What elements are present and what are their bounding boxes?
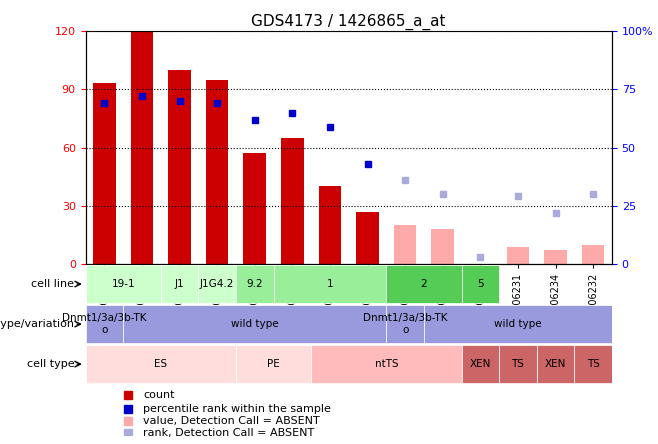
FancyBboxPatch shape — [499, 345, 537, 383]
FancyBboxPatch shape — [198, 265, 236, 303]
Title: GDS4173 / 1426865_a_at: GDS4173 / 1426865_a_at — [251, 13, 446, 30]
Bar — [394, 225, 417, 264]
Text: TS: TS — [511, 359, 524, 369]
Text: Dnmt1/3a/3b-TK
o: Dnmt1/3a/3b-TK o — [62, 313, 147, 335]
FancyBboxPatch shape — [574, 345, 612, 383]
Text: wild type: wild type — [231, 319, 278, 329]
FancyBboxPatch shape — [274, 265, 386, 303]
Text: 19-1: 19-1 — [111, 279, 135, 289]
Bar — [544, 250, 567, 264]
Text: cell type: cell type — [26, 359, 74, 369]
Text: value, Detection Call = ABSENT: value, Detection Call = ABSENT — [143, 416, 320, 426]
Text: 1: 1 — [326, 279, 333, 289]
Text: percentile rank within the sample: percentile rank within the sample — [143, 404, 332, 414]
Bar — [131, 31, 153, 264]
Text: TS: TS — [587, 359, 599, 369]
Text: XEN: XEN — [470, 359, 491, 369]
FancyBboxPatch shape — [86, 305, 123, 343]
Text: ntTS: ntTS — [374, 359, 398, 369]
Text: Dnmt1/3a/3b-TK
o: Dnmt1/3a/3b-TK o — [363, 313, 447, 335]
FancyBboxPatch shape — [461, 265, 499, 303]
FancyBboxPatch shape — [86, 265, 161, 303]
Bar — [168, 70, 191, 264]
Bar — [507, 246, 529, 264]
Text: PE: PE — [267, 359, 280, 369]
Text: genotype/variation: genotype/variation — [0, 319, 74, 329]
Text: 9.2: 9.2 — [247, 279, 263, 289]
Bar — [243, 153, 266, 264]
FancyBboxPatch shape — [236, 345, 311, 383]
Text: J1G4.2: J1G4.2 — [200, 279, 234, 289]
FancyBboxPatch shape — [86, 345, 236, 383]
FancyBboxPatch shape — [386, 265, 461, 303]
Text: J1: J1 — [175, 279, 184, 289]
FancyBboxPatch shape — [537, 345, 574, 383]
Text: ES: ES — [154, 359, 167, 369]
FancyBboxPatch shape — [311, 345, 461, 383]
Text: rank, Detection Call = ABSENT: rank, Detection Call = ABSENT — [143, 428, 315, 438]
Bar — [432, 229, 454, 264]
Bar — [206, 79, 228, 264]
Bar — [356, 212, 379, 264]
Text: XEN: XEN — [545, 359, 567, 369]
Text: 5: 5 — [477, 279, 484, 289]
FancyBboxPatch shape — [161, 265, 198, 303]
Bar — [582, 245, 605, 264]
Text: 2: 2 — [420, 279, 427, 289]
FancyBboxPatch shape — [424, 305, 612, 343]
FancyBboxPatch shape — [386, 305, 424, 343]
Bar — [318, 186, 342, 264]
FancyBboxPatch shape — [461, 345, 499, 383]
FancyBboxPatch shape — [236, 265, 274, 303]
Text: count: count — [143, 390, 175, 400]
Text: cell line: cell line — [32, 279, 74, 289]
Bar — [93, 83, 116, 264]
Text: wild type: wild type — [494, 319, 542, 329]
FancyBboxPatch shape — [123, 305, 386, 343]
Bar — [281, 138, 303, 264]
